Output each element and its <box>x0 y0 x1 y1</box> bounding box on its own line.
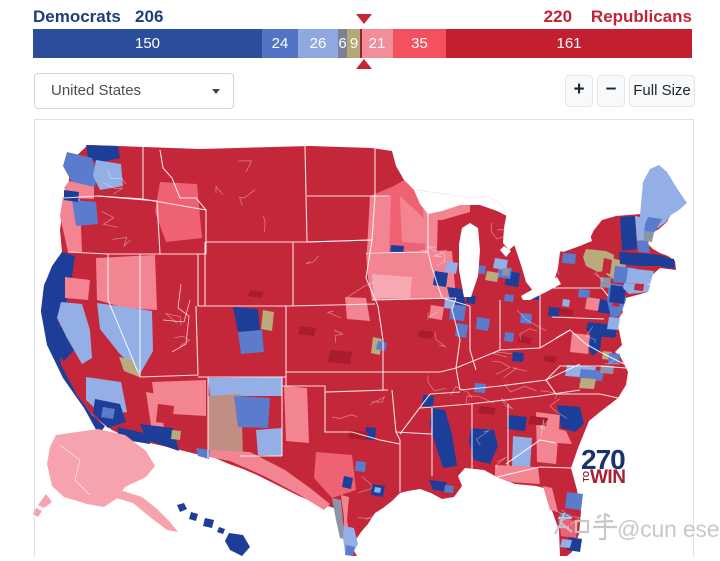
svg-text:TO: TO <box>582 471 591 482</box>
svg-text:WIN: WIN <box>590 467 625 488</box>
svg-text:270: 270 <box>581 444 625 475</box>
svg-text:@cun ese: @cun ese <box>617 516 719 542</box>
